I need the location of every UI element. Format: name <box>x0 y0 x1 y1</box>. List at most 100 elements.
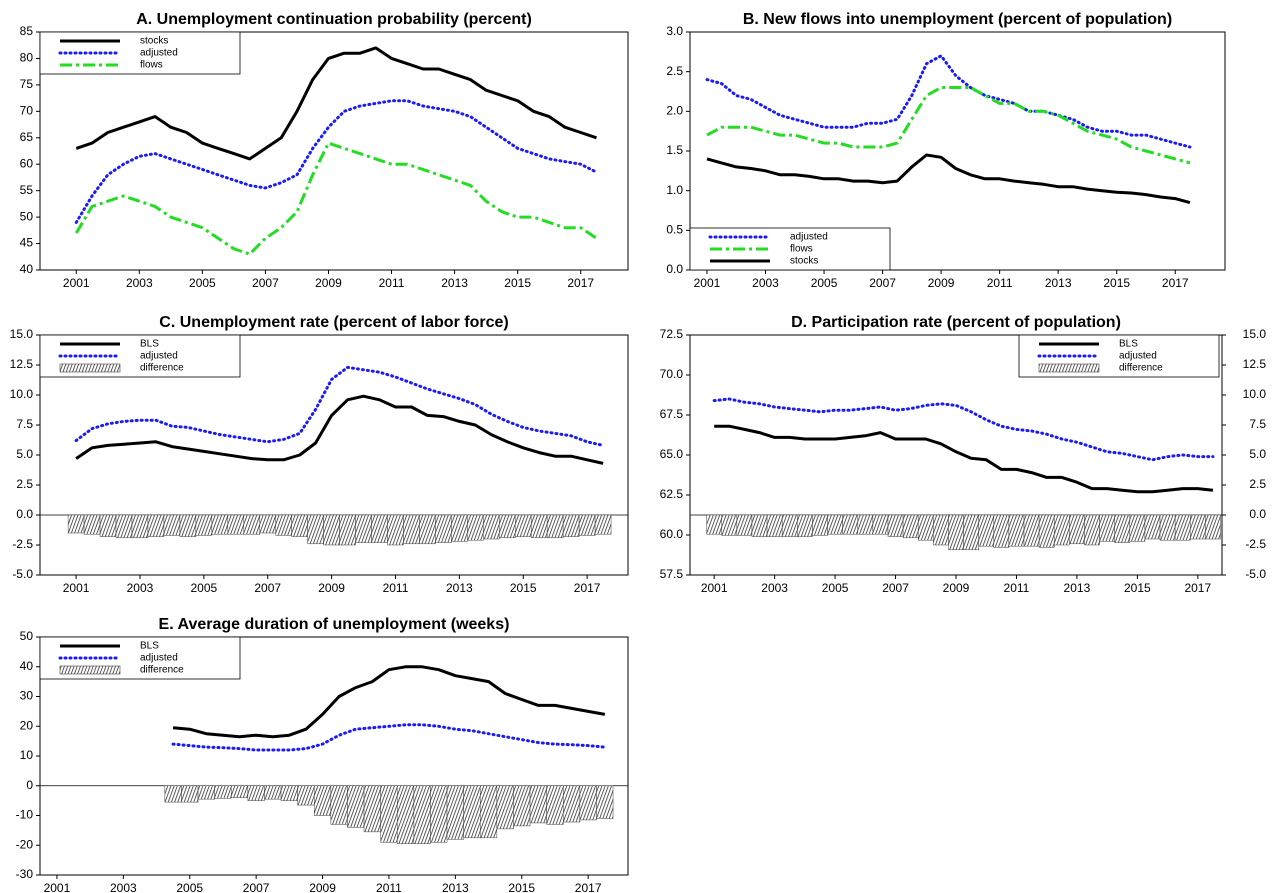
x-tick-label: 2017 <box>575 881 602 893</box>
legend-swatch <box>59 665 121 675</box>
x-tick-label: 2011 <box>383 581 409 595</box>
chart-title: A. Unemployment continuation probability… <box>136 11 532 28</box>
legend-box <box>689 227 891 271</box>
y-tick-label: 62.5 <box>660 487 684 501</box>
legend-swatch <box>59 363 121 373</box>
bar <box>430 785 448 843</box>
bar <box>857 514 874 535</box>
series-line <box>705 54 1192 149</box>
bar <box>363 785 381 833</box>
bar <box>1174 514 1191 541</box>
plot-frame <box>39 636 629 876</box>
x-tick-label: 2013 <box>446 581 473 595</box>
bar <box>781 514 798 537</box>
x-tick-label: 2015 <box>1103 276 1130 290</box>
bar <box>463 785 481 839</box>
bar <box>1144 514 1161 540</box>
series-line <box>706 86 1191 165</box>
y2-tick-label: 7.5 <box>1249 417 1266 431</box>
bar <box>596 785 614 819</box>
y-tick-label: -20 <box>16 837 34 851</box>
y-tick-label: 30 <box>20 689 34 703</box>
x-tick-label: 2005 <box>176 881 203 893</box>
y-tick-label: 55 <box>20 183 34 197</box>
y-tick-label: 80 <box>20 51 34 65</box>
bar <box>131 514 149 539</box>
bar <box>115 514 133 539</box>
legend-label: difference <box>140 363 184 374</box>
y2-tick-label: 15.0 <box>1243 327 1267 341</box>
bar <box>179 514 197 537</box>
x-tick-label: 2009 <box>315 276 342 290</box>
bar <box>1190 514 1206 540</box>
bar <box>579 785 597 821</box>
bar <box>387 514 404 546</box>
bar <box>275 514 292 536</box>
y-tick-label: 60.0 <box>660 527 684 541</box>
chart-title: E. Average duration of unemployment (wee… <box>159 616 510 633</box>
bar <box>842 514 859 535</box>
bar <box>1084 514 1100 546</box>
y-tick-label: 0.0 <box>666 262 683 276</box>
y-tick-label: 72.5 <box>660 327 684 341</box>
bar <box>195 514 213 536</box>
bar <box>797 514 813 537</box>
legend-label: stocks <box>790 256 818 267</box>
bar <box>496 785 514 830</box>
bar <box>483 514 500 540</box>
bar <box>313 785 332 816</box>
y-tick-label: -10 <box>16 808 34 822</box>
bar <box>887 514 904 537</box>
bar <box>67 514 85 534</box>
y-tick-label: 70 <box>20 104 34 118</box>
bar <box>307 514 324 545</box>
legend-label: adjusted <box>1119 351 1157 362</box>
y-tick-label: 50 <box>20 209 34 223</box>
bar <box>499 514 516 539</box>
plot-frame <box>689 31 1226 271</box>
bar <box>480 785 498 839</box>
bar <box>933 514 949 546</box>
bar <box>380 785 398 843</box>
x-tick-label: 2005 <box>822 581 849 595</box>
x-tick-label: 2007 <box>882 581 909 595</box>
bar <box>1023 514 1040 547</box>
bar <box>1069 514 1085 545</box>
bar <box>1038 514 1055 548</box>
x-tick-label: 2015 <box>510 581 537 595</box>
y-tick-label: 0.0 <box>16 507 33 521</box>
bar <box>163 514 181 536</box>
x-tick-label: 2011 <box>379 276 405 290</box>
legend-box <box>39 31 241 75</box>
x-tick-label: 2003 <box>126 276 153 290</box>
bar <box>1129 514 1146 542</box>
x-tick-label: 2007 <box>252 276 279 290</box>
x-tick-label: 2013 <box>441 276 468 290</box>
bar <box>721 514 738 536</box>
bar <box>396 785 415 845</box>
bar <box>214 785 232 799</box>
bar <box>963 514 979 551</box>
bar <box>451 514 468 542</box>
y-tick-label: -2.5 <box>12 537 33 551</box>
y-tick-label: 60 <box>20 156 34 170</box>
bar <box>827 514 843 535</box>
y-tick-label: 0.5 <box>666 223 683 237</box>
y-tick-label: 50 <box>20 629 34 643</box>
bar <box>403 514 420 545</box>
legend-label: BLS <box>140 339 159 350</box>
y-tick-label: 2.5 <box>16 477 33 491</box>
x-tick-label: 2017 <box>1162 276 1189 290</box>
y2-tick-label: 5.0 <box>1249 447 1266 461</box>
legend-label: flows <box>140 60 163 71</box>
bar <box>247 785 265 801</box>
x-tick-label: 2009 <box>943 581 970 595</box>
x-tick-label: 2001 <box>701 581 728 595</box>
series-line <box>75 46 597 161</box>
bar <box>1205 514 1221 540</box>
legend-label: stocks <box>140 36 168 47</box>
y2-tick-label: 0.0 <box>1249 507 1266 521</box>
x-tick-label: 2007 <box>243 881 270 893</box>
bar <box>323 514 340 546</box>
